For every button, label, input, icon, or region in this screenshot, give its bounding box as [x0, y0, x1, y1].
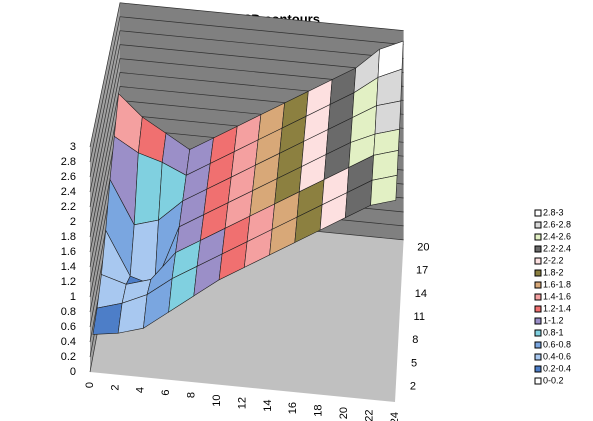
- legend-swatch: [534, 257, 542, 265]
- x-tick-label: 4: [135, 387, 147, 393]
- legend-swatch: [534, 293, 542, 301]
- grid-line: [89, 30, 404, 178]
- legend-label: 2.2-2.4: [543, 243, 571, 253]
- z-tick-label: 3: [70, 141, 76, 153]
- z-tick-label: 1.4: [61, 261, 76, 273]
- legend-label: 2.8-3: [543, 207, 564, 217]
- legend-swatch: [534, 269, 542, 277]
- legend-label: 1.4-1.6: [543, 291, 571, 301]
- grid-line: [89, 16, 404, 163]
- z-tick-label: 2.8: [61, 156, 76, 168]
- legend-swatch: [534, 281, 542, 289]
- z-tick-label: 0.4: [61, 336, 76, 348]
- legend-label: 0.8-1: [543, 327, 564, 337]
- legend-label: 0.2-0.4: [543, 363, 571, 373]
- legend-label: 1.2-1.4: [543, 303, 571, 313]
- z-tick-label: 1.8: [61, 231, 76, 243]
- grid-line: [89, 2, 404, 148]
- legend-label: 1.8-2: [543, 267, 564, 277]
- x-tick-label: 12: [236, 397, 248, 409]
- z-tick-label: 2.4: [61, 186, 76, 198]
- legend-swatch: [534, 221, 542, 229]
- surface-cell: [92, 302, 123, 335]
- surface-cell: [374, 100, 402, 135]
- legend-swatch: [534, 341, 542, 349]
- legend-label: 2.6-2.8: [543, 219, 571, 229]
- legend-swatch: [534, 329, 542, 337]
- surface-cell: [370, 174, 398, 206]
- z-tick-label: 2.6: [61, 171, 76, 183]
- z-tick-label: 0.6: [61, 321, 76, 333]
- x-tick-label: 24: [389, 412, 401, 421]
- legend-label: 1-1.2: [543, 315, 564, 325]
- z-tick-label: 0.2: [61, 351, 76, 363]
- surface-cell: [133, 152, 163, 226]
- legend-label: 0.6-0.8: [543, 339, 571, 349]
- grid-line: [89, 58, 404, 208]
- y-tick-label: 17: [416, 265, 428, 277]
- x-tick-label: 8: [186, 392, 198, 398]
- legend-swatch: [534, 353, 542, 361]
- y-tick-label: 8: [412, 334, 418, 346]
- legend-swatch: [534, 317, 542, 325]
- z-tick-label: 1.2: [61, 276, 76, 288]
- legend-swatch: [534, 209, 542, 217]
- legend-label: 0.4-0.6: [543, 351, 571, 361]
- x-tick-label: 18: [313, 405, 325, 417]
- legend-label: 2.4-2.6: [543, 231, 571, 241]
- legend-label: 0-0.2: [543, 375, 564, 385]
- legend-label: 1.6-1.8: [543, 279, 571, 289]
- y-tick-label: 20: [417, 242, 429, 254]
- x-tick-label: 20: [338, 407, 350, 419]
- legend-swatch: [534, 245, 542, 253]
- y-tick-label: 5: [411, 357, 417, 369]
- legend-swatch: [534, 377, 542, 385]
- legend-label: 2-2.2: [543, 255, 564, 265]
- x-tick-label: 22: [364, 410, 376, 421]
- y-tick-label: 11: [414, 311, 425, 323]
- x-tick-label: 6: [160, 390, 172, 396]
- x-tick-label: 10: [211, 395, 223, 407]
- x-tick-label: 14: [262, 399, 274, 411]
- y-tick-label: 2: [410, 380, 416, 392]
- z-tick-label: 2: [70, 216, 76, 228]
- y-tick-label: 14: [415, 288, 427, 300]
- z-tick-label: 0: [70, 366, 76, 378]
- legend-swatch: [534, 233, 542, 241]
- legend-swatch: [534, 305, 542, 313]
- z-tick-label: 0.8: [61, 306, 76, 318]
- z-tick-label: 2.2: [61, 201, 76, 213]
- z-tick-label: 1: [70, 291, 76, 303]
- x-tick-label: 16: [287, 402, 299, 414]
- z-tick-label: 1.6: [61, 246, 76, 258]
- legend-swatch: [534, 365, 542, 373]
- grid-line: [89, 44, 404, 193]
- x-tick-label: 0: [84, 382, 96, 388]
- x-tick-label: 2: [109, 384, 121, 390]
